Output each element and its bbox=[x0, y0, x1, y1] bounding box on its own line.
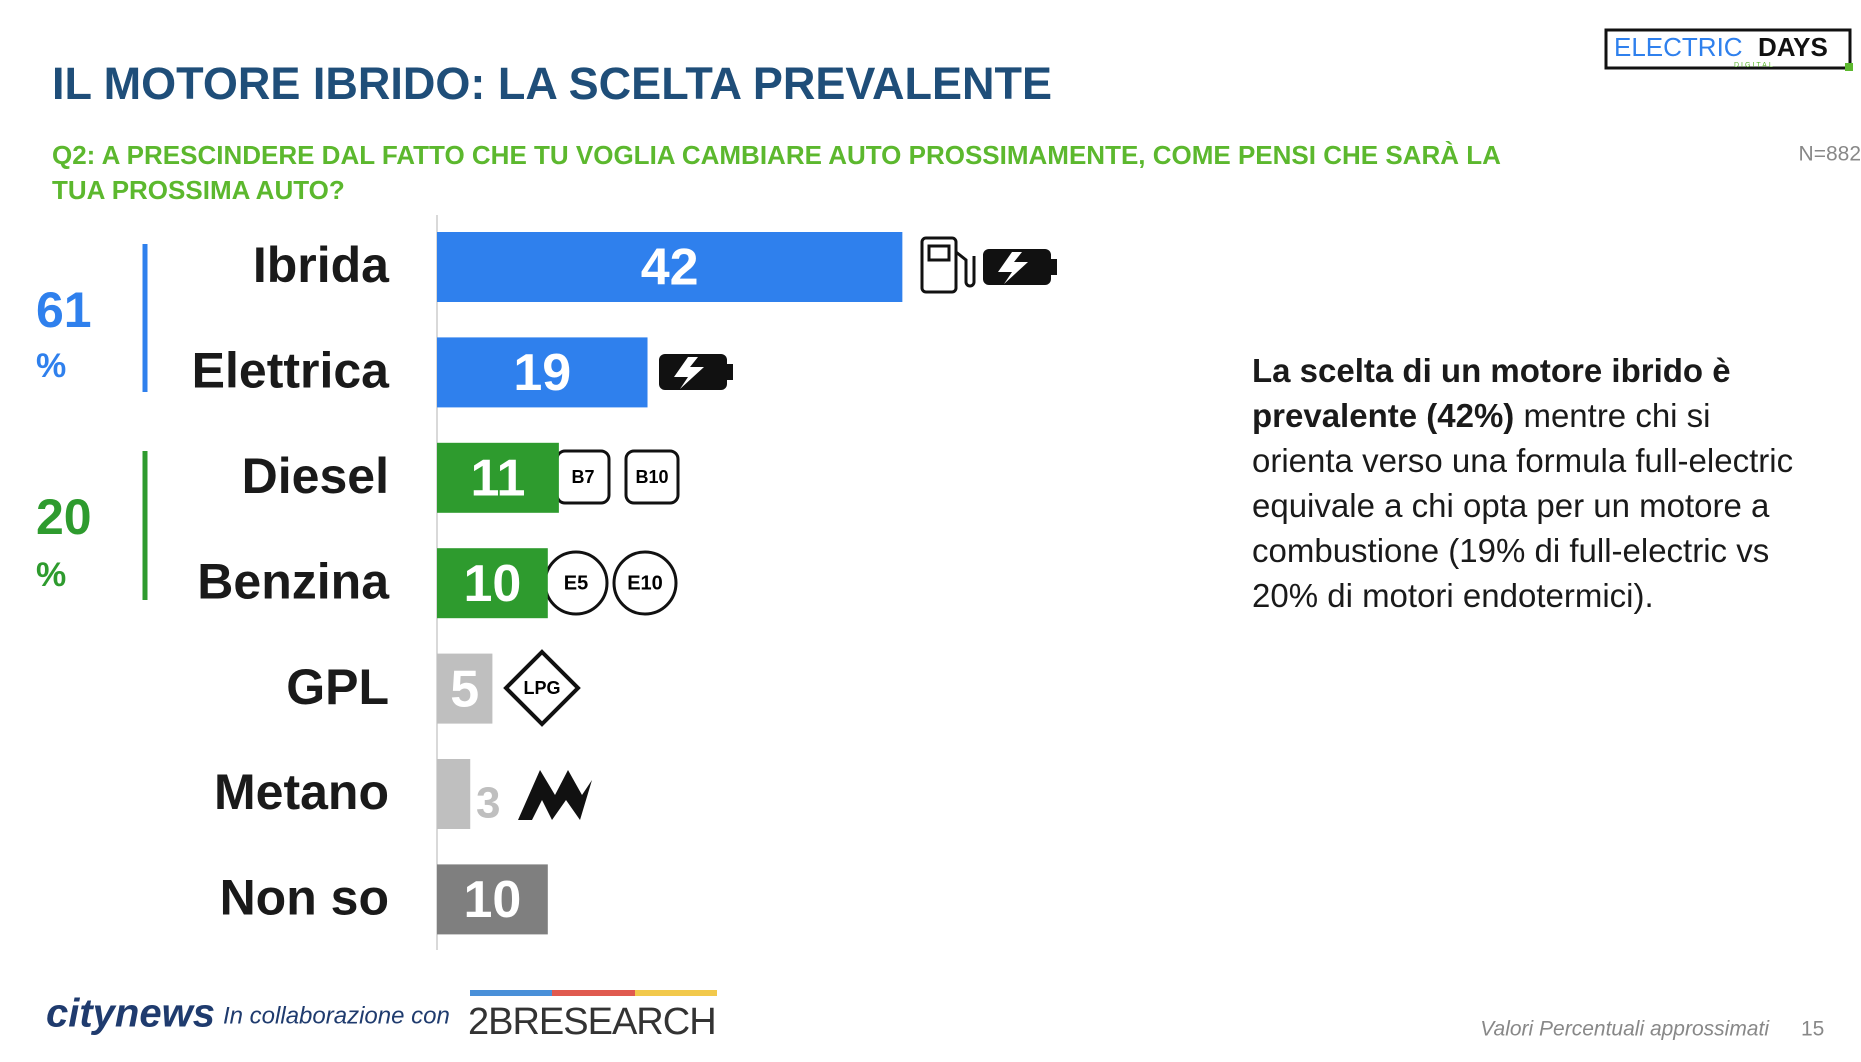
logo-box bbox=[1604, 28, 1852, 70]
collab-text: In collaborazione con bbox=[223, 1002, 450, 1029]
badge-label: E5 bbox=[564, 572, 588, 594]
badge-label: B7 bbox=[571, 467, 594, 487]
group-unit: % bbox=[36, 347, 66, 385]
sample-size: N=882 bbox=[1799, 143, 1861, 166]
logo-digital: DIGITAL bbox=[1734, 62, 1775, 69]
partner-stripe bbox=[552, 990, 635, 996]
value-label: 19 bbox=[513, 344, 571, 402]
commentary-bold: La scelta di un motore ibrido è prevalen… bbox=[1252, 352, 1731, 434]
value-label: 11 bbox=[470, 450, 525, 508]
footer-note: Valori Percentuali approssimati bbox=[1480, 1018, 1770, 1041]
category-label: Non so bbox=[220, 870, 389, 926]
group-total: 20 bbox=[36, 489, 92, 545]
bar bbox=[437, 759, 471, 829]
value-label: 5 bbox=[450, 660, 479, 718]
bar bbox=[437, 442, 559, 513]
badge-label: LPG bbox=[523, 678, 560, 698]
bar bbox=[437, 337, 648, 408]
value-label: 10 bbox=[463, 555, 521, 613]
bar bbox=[437, 548, 548, 619]
brand-logo: citynews bbox=[46, 992, 215, 1036]
bar bbox=[437, 653, 493, 724]
subtitle: TUA PROSSIMA AUTO? bbox=[52, 175, 345, 205]
page-number: 15 bbox=[1801, 1018, 1824, 1041]
commentary-text: mentre chi si orienta verso una formula … bbox=[1252, 397, 1794, 614]
partner-logo: 2BRESEARCH bbox=[468, 1001, 716, 1043]
value-label: 42 bbox=[641, 239, 699, 297]
title: IL MOTORE IBRIDO: LA SCELTA PREVALENTE bbox=[52, 58, 1052, 109]
category-label: Elettrica bbox=[192, 343, 391, 399]
badge-label: E10 bbox=[627, 572, 663, 594]
category-label: Diesel bbox=[242, 448, 389, 504]
category-label: Metano bbox=[214, 764, 389, 820]
bar bbox=[437, 232, 903, 302]
group-total: 61 bbox=[36, 282, 92, 338]
logo-dot bbox=[1845, 63, 1853, 71]
fuel-pump-icon bbox=[920, 236, 976, 294]
badge-label: B10 bbox=[635, 467, 668, 487]
badge-circle bbox=[612, 550, 678, 616]
value-label: 10 bbox=[463, 871, 521, 929]
partner-stripe bbox=[635, 990, 717, 996]
bar bbox=[437, 864, 548, 935]
value-label: 3 bbox=[476, 779, 500, 828]
methane-icon bbox=[518, 770, 592, 820]
logo-days: DAYS bbox=[1758, 32, 1828, 62]
category-label: Benzina bbox=[197, 553, 390, 609]
battery-icon bbox=[983, 249, 1057, 285]
partner-stripe bbox=[470, 990, 552, 996]
badge-box bbox=[624, 449, 680, 505]
badge-diamond bbox=[503, 649, 581, 727]
commentary: La scelta di un motore ibrido è prevalen… bbox=[1252, 348, 1797, 618]
category-label: GPL bbox=[286, 659, 389, 715]
logo-electric: ELECTRIC bbox=[1614, 32, 1743, 62]
subtitle: Q2: A PRESCINDERE DAL FATTO CHE TU VOGLI… bbox=[52, 140, 1501, 170]
category-label: Ibrida bbox=[253, 237, 390, 293]
battery-icon bbox=[659, 354, 733, 390]
group-unit: % bbox=[36, 556, 66, 594]
